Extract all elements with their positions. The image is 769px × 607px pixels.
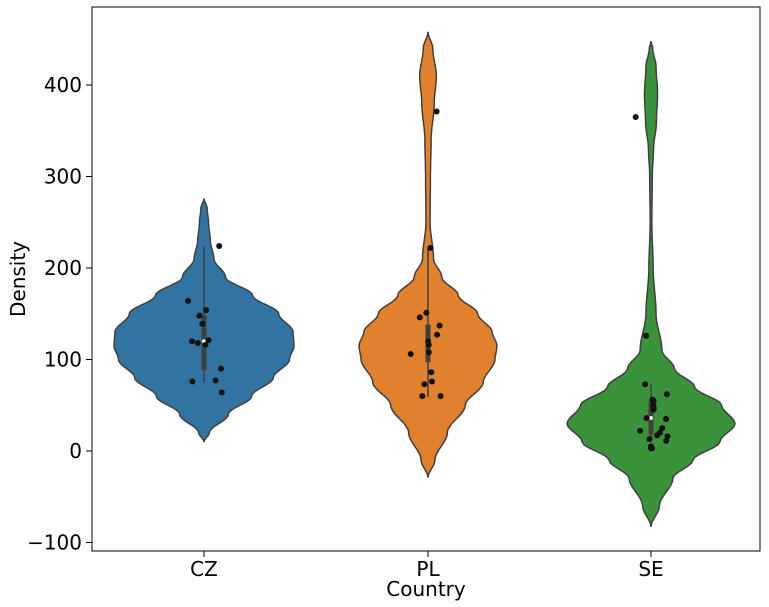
data-point (427, 244, 434, 251)
median-marker-se (649, 416, 653, 421)
data-point (185, 297, 192, 304)
data-point (203, 307, 210, 314)
data-point (647, 445, 654, 452)
data-point (643, 415, 650, 422)
data-point (416, 314, 423, 321)
y-tick-label: 300 (44, 165, 82, 189)
data-point (205, 337, 212, 344)
data-point (218, 365, 224, 372)
data-point (202, 341, 209, 348)
x-axis: CZ PL SE (190, 551, 664, 581)
x-axis-label: Country (386, 577, 466, 601)
data-point (425, 341, 432, 348)
data-point (659, 425, 666, 432)
data-point (216, 243, 223, 249)
y-tick-label: −100 (27, 531, 82, 555)
y-axis-label: Density (6, 241, 30, 317)
data-point (425, 349, 432, 356)
data-point (423, 309, 430, 316)
x-tick-label-pl: PL (416, 557, 440, 581)
data-point (650, 406, 657, 413)
data-point (664, 433, 671, 440)
data-point (663, 416, 669, 422)
data-point (196, 312, 203, 319)
x-tick-label-se: SE (638, 557, 663, 581)
data-point (189, 338, 195, 345)
violin-se (566, 40, 736, 528)
data-point (646, 436, 653, 443)
data-point (642, 381, 649, 388)
data-point (199, 320, 206, 327)
data-point (437, 393, 444, 400)
data-point (407, 351, 414, 357)
data-point (663, 437, 670, 444)
data-point (650, 397, 657, 404)
data-point (433, 108, 440, 115)
data-point (436, 322, 443, 329)
data-point (654, 432, 660, 439)
data-point (194, 340, 201, 346)
data-point (632, 114, 639, 120)
x-tick-label-cz: CZ (190, 557, 218, 581)
y-tick-label: 200 (44, 256, 82, 280)
y-tick-label: 100 (44, 348, 82, 372)
data-point (419, 393, 426, 400)
data-point (637, 427, 644, 434)
y-axis: −100 0 100 200 300 400 (27, 73, 92, 555)
data-point (212, 377, 219, 384)
data-point (663, 391, 670, 398)
data-point (421, 381, 428, 388)
data-point (643, 332, 650, 339)
y-tick-label: 0 (69, 439, 82, 463)
plot-frame (91, 6, 761, 552)
y-tick-label: 400 (44, 73, 82, 97)
data-point (218, 389, 225, 396)
data-point (434, 331, 441, 338)
data-point (189, 378, 196, 385)
points-layer (185, 108, 671, 452)
data-point (428, 369, 435, 376)
data-point (429, 378, 435, 385)
